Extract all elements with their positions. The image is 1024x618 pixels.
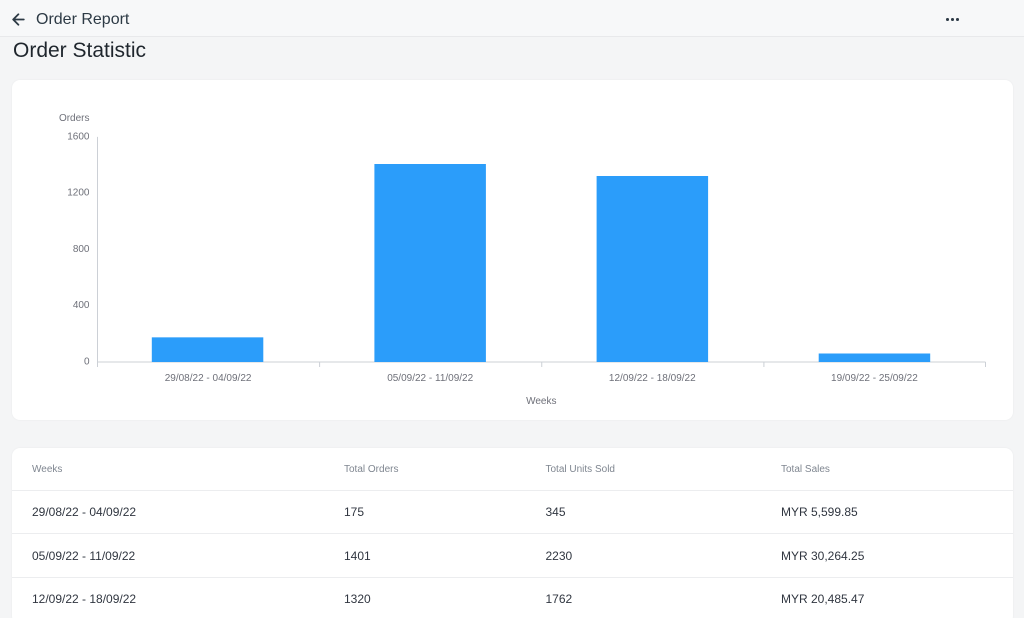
svg-text:0: 0	[84, 357, 90, 368]
svg-text:12/09/22 - 18/09/22: 12/09/22 - 18/09/22	[609, 373, 696, 384]
svg-text:Weeks: Weeks	[526, 396, 556, 407]
svg-text:29/08/22 - 04/09/22: 29/08/22 - 04/09/22	[165, 373, 252, 384]
svg-text:Orders: Orders	[59, 113, 90, 124]
svg-text:400: 400	[73, 300, 90, 311]
svg-text:19/09/22 - 25/09/22: 19/09/22 - 25/09/22	[831, 373, 918, 384]
svg-text:1600: 1600	[67, 131, 90, 142]
svg-text:1200: 1200	[67, 188, 90, 199]
svg-text:05/09/22 - 11/09/22: 05/09/22 - 11/09/22	[387, 373, 473, 384]
svg-text:800: 800	[73, 244, 90, 255]
